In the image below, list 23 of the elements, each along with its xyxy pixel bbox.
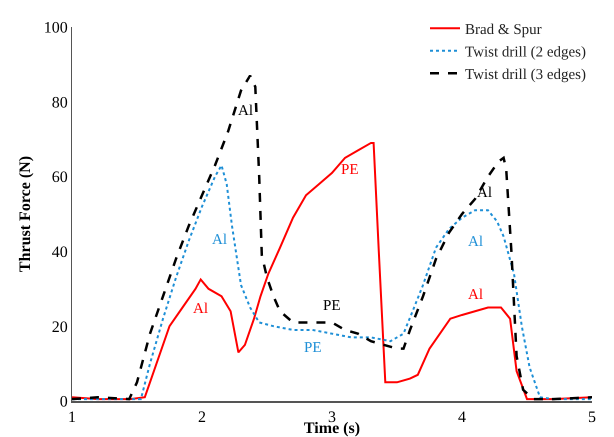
x-tick-label: 5 bbox=[588, 409, 596, 426]
x-tick-label: 3 bbox=[328, 409, 336, 426]
annotation: Al bbox=[468, 234, 483, 250]
y-axis-title: Thrust Force (N) bbox=[17, 156, 34, 272]
x-tick-label: 1 bbox=[68, 409, 76, 426]
annotation: PE bbox=[323, 298, 341, 314]
annotation: PE bbox=[304, 340, 322, 356]
x-tick-label: 4 bbox=[458, 409, 466, 426]
y-tick-label: 0 bbox=[60, 394, 68, 411]
y-tick-label: 60 bbox=[52, 169, 68, 186]
y-tick-label: 100 bbox=[44, 20, 68, 37]
annotation: Al bbox=[238, 103, 253, 119]
y-tick-label: 20 bbox=[52, 318, 68, 336]
annotation: PE bbox=[341, 162, 359, 178]
annotation: Al bbox=[193, 301, 208, 317]
legend-label: Twist drill (2 edges) bbox=[465, 44, 586, 61]
legend-label: Twist drill (3 edges) bbox=[465, 67, 586, 84]
annotation: Al bbox=[212, 232, 227, 248]
x-tick-label: 2 bbox=[198, 409, 206, 426]
y-tick-label: 40 bbox=[52, 244, 68, 261]
annotation: Al bbox=[468, 287, 483, 303]
legend-label: Brad & Spur bbox=[465, 22, 542, 38]
y-tick-label: 80 bbox=[52, 94, 68, 112]
